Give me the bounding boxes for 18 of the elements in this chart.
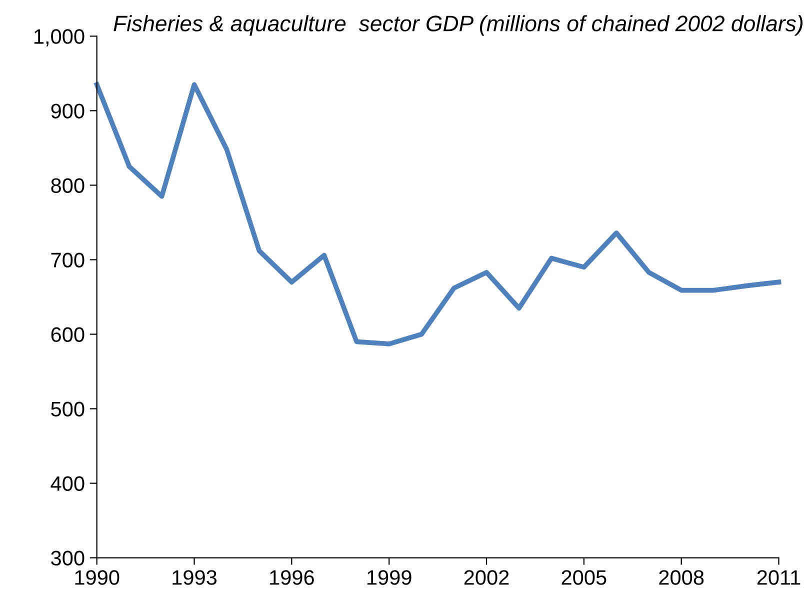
line-series bbox=[94, 82, 782, 346]
y-tick-label: 800 bbox=[51, 178, 84, 193]
x-tick-label: 2005 bbox=[562, 570, 606, 585]
x-tick-label: 1999 bbox=[368, 570, 412, 585]
y-tick-label: 600 bbox=[51, 327, 84, 342]
y-tick-label: 1,000 bbox=[34, 29, 84, 46]
y-tick-label: 300 bbox=[51, 550, 84, 566]
x-tick-label: 2002 bbox=[464, 570, 509, 585]
y-tick-label: 700 bbox=[51, 252, 84, 268]
y-tick-label: 500 bbox=[51, 402, 84, 416]
chart-title: Fisheries & aquaculture sector GDP (millions of chained 2002 dollars) bbox=[114, 15, 802, 36]
x-tick-label: 1990 bbox=[75, 570, 120, 585]
y-tick-label: 900 bbox=[51, 104, 84, 118]
x-tick-label: 2011 bbox=[757, 570, 800, 585]
x-tick-label: 1996 bbox=[270, 570, 314, 585]
x-tick-label: 1993 bbox=[172, 570, 217, 585]
y-tick-label: 400 bbox=[50, 476, 84, 492]
x-tick-label: 2008 bbox=[659, 570, 704, 585]
